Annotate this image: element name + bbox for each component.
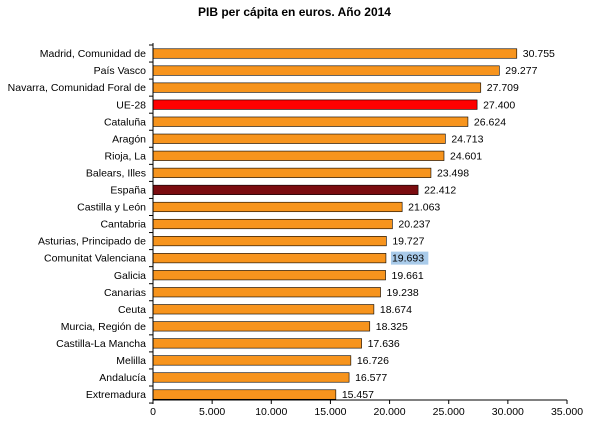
category-label: Balears, Illes bbox=[86, 167, 146, 179]
value-label: 21.063 bbox=[408, 202, 440, 214]
value-label: 19.661 bbox=[392, 270, 424, 282]
value-label: 15.457 bbox=[342, 389, 374, 401]
bar bbox=[152, 236, 387, 247]
value-label: 19.727 bbox=[392, 236, 424, 248]
x-axis: 0 5.000 10.000 15.000 20.000 25.000 30.000 35.0… bbox=[149, 43, 583, 418]
value-label: 24.713 bbox=[451, 133, 483, 145]
bar bbox=[152, 167, 432, 178]
bar bbox=[152, 82, 482, 93]
value-label: 20.237 bbox=[398, 219, 430, 231]
bar bbox=[152, 48, 518, 59]
x-tick-label: 35.000 bbox=[551, 406, 583, 418]
category-label: Castilla-La Mancha bbox=[56, 338, 146, 350]
value-label-highlight bbox=[390, 251, 429, 265]
category-label: Murcia, Región de bbox=[61, 321, 146, 333]
bar bbox=[152, 133, 446, 144]
category-label: Ceuta bbox=[118, 304, 146, 316]
value-label: 19.238 bbox=[387, 287, 419, 299]
bar bbox=[152, 99, 478, 110]
value-label: 18.325 bbox=[376, 321, 408, 333]
x-tick-label: 5.000 bbox=[199, 406, 225, 418]
value-label: 16.726 bbox=[357, 355, 389, 367]
category-label: UE-28 bbox=[116, 99, 146, 111]
bar bbox=[152, 287, 381, 298]
bar bbox=[152, 389, 337, 400]
bars-layer: Madrid, Comunidad de 30.755 País Vasco 29.2… bbox=[8, 48, 555, 401]
category-label: Castilla y León bbox=[77, 202, 146, 214]
category-label: Comunitat Valenciana bbox=[44, 253, 146, 265]
chart-title: PIB per cápita en euros. Año 2014 bbox=[198, 5, 391, 19]
bar bbox=[152, 65, 500, 76]
value-label: 18.674 bbox=[380, 304, 412, 316]
category-label: Cataluña bbox=[104, 116, 146, 128]
value-label: 23.498 bbox=[437, 167, 469, 179]
bar bbox=[152, 304, 375, 315]
bar bbox=[152, 321, 371, 332]
category-label: España bbox=[110, 185, 146, 197]
x-tick-label: 10.000 bbox=[255, 406, 287, 418]
bar bbox=[152, 184, 419, 195]
category-label: Cantabria bbox=[100, 219, 146, 231]
category-label: Extremadura bbox=[86, 389, 146, 401]
bar bbox=[152, 150, 445, 161]
category-label: Navarra, Comunidad Foral de bbox=[8, 82, 146, 94]
category-label: Canarias bbox=[104, 287, 146, 299]
bar bbox=[152, 338, 362, 349]
x-tick-label: 0 bbox=[150, 406, 156, 418]
value-label: 19.693 bbox=[392, 253, 424, 265]
value-label: 29.277 bbox=[505, 65, 537, 77]
category-label: Rioja, La bbox=[105, 150, 147, 162]
bar bbox=[152, 372, 350, 383]
category-label: Galicia bbox=[114, 270, 146, 282]
category-label: País Vasco bbox=[94, 65, 146, 77]
value-label: 30.755 bbox=[523, 48, 555, 60]
value-label: 17.636 bbox=[368, 338, 400, 350]
value-label: 27.400 bbox=[483, 99, 515, 111]
category-label: Andalucía bbox=[99, 372, 146, 384]
value-label: 16.577 bbox=[355, 372, 387, 384]
category-label: Aragón bbox=[112, 133, 146, 145]
category-label: Melilla bbox=[116, 355, 146, 367]
category-label: Madrid, Comunidad de bbox=[40, 48, 146, 60]
value-label: 24.601 bbox=[450, 150, 482, 162]
bar bbox=[152, 201, 403, 213]
bar bbox=[152, 116, 469, 127]
bar bbox=[152, 355, 352, 366]
value-label: 27.709 bbox=[487, 82, 519, 94]
x-tick-label: 25.000 bbox=[433, 406, 465, 418]
x-tick-label: 20.000 bbox=[374, 406, 406, 418]
value-label: 22.412 bbox=[424, 185, 456, 197]
x-tick-label: 15.000 bbox=[314, 406, 346, 418]
value-label: 26.624 bbox=[474, 116, 506, 128]
bar bbox=[152, 218, 393, 230]
x-tick-label: 30.000 bbox=[492, 406, 524, 418]
bar bbox=[152, 253, 387, 264]
category-label: Asturias, Principado de bbox=[38, 236, 146, 248]
bar bbox=[152, 270, 386, 281]
